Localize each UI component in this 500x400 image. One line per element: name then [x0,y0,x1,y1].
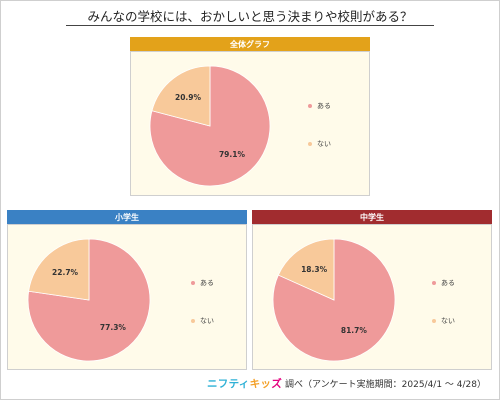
elementary-chart-panel: 小学生 77.3% 22.7% ある ない [7,210,247,370]
legend-swatch-aru [432,281,436,285]
logo-text-kit: キッ [249,378,272,390]
survey-source-text: 調べ（アンケート実施期間：2025/4/1 ～ 4/28） [285,380,486,390]
junior-high-chart-panel: 中学生 81.7% 18.3% ある ない [252,210,492,370]
footer-credit: ニフティキッズ 調べ（アンケート実施期間：2025/4/1 ～ 4/28） [207,376,486,391]
legend-item-aru: ある [191,278,214,288]
legend-swatch-aru [191,281,195,285]
elementary-legend: ある ない [191,278,214,354]
legend-swatch-nai [308,142,312,146]
data-label-aru: 77.3% [100,323,127,332]
legend-label-aru: ある [441,279,455,287]
data-label-nai: 18.3% [301,265,328,274]
legend-swatch-nai [432,319,436,323]
legend-item-nai: ない [308,139,331,149]
legend-swatch-nai [191,319,195,323]
data-label-nai: 20.9% [175,93,202,102]
logo-text-zu: ズ [271,378,282,390]
junior-high-legend: ある ない [432,278,455,354]
legend-item-aru: ある [308,101,331,111]
junior-high-chart-header: 中学生 [252,210,492,224]
pie-slice-nai [28,238,90,301]
legend-label-aru: ある [317,102,331,110]
pie-slice-nai [277,238,335,301]
legend-swatch-aru [308,104,312,108]
overall-pie-chart: 79.1% 20.9% [149,65,271,187]
overall-legend: ある ない [308,101,331,177]
legend-label-nai: ない [441,317,455,325]
legend-label-nai: ない [200,317,214,325]
data-label-nai: 22.7% [52,268,79,277]
title-underline [66,25,434,26]
pie-slice-nai [151,65,211,127]
page-title: みんなの学校には、おかしいと思う決まりや校則がある？ [87,9,413,24]
legend-label-aru: ある [200,279,214,287]
niftykids-logo: ニフティキッズ [207,376,282,391]
legend-item-nai: ない [191,316,214,326]
data-label-aru: 79.1% [219,150,246,159]
legend-label-nai: ない [317,140,331,148]
overall-chart-header: 全体グラフ [130,37,370,51]
overall-chart-panel: 全体グラフ 79.1% 20.9% ある ない [130,37,370,196]
elementary-chart-header: 小学生 [7,210,247,224]
elementary-pie-chart: 77.3% 22.7% [27,238,151,362]
junior-high-pie-chart: 81.7% 18.3% [272,238,396,362]
data-label-aru: 81.7% [341,326,368,335]
logo-text-nifty: ニフティ [207,378,250,390]
legend-item-aru: ある [432,278,455,288]
legend-item-nai: ない [432,316,455,326]
